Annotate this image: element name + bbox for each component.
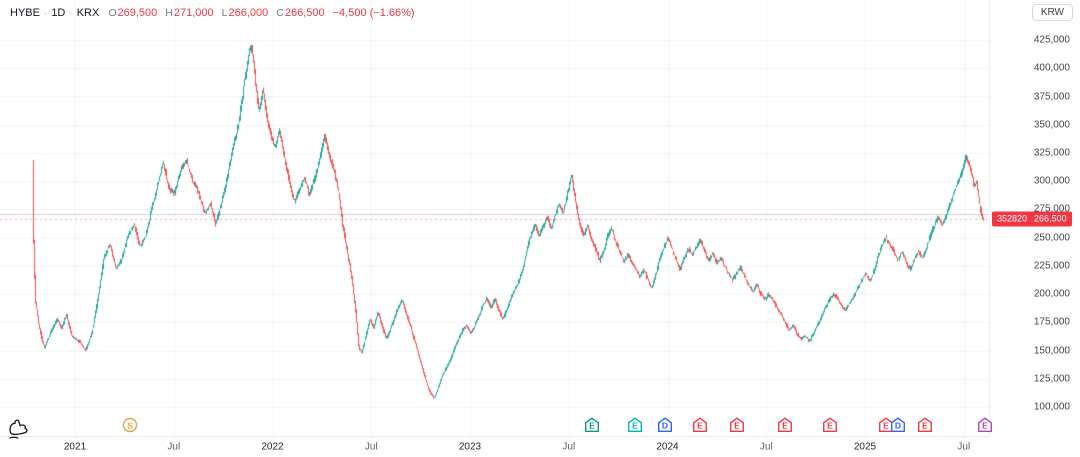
price-label-225000: 225,000	[1033, 260, 1070, 272]
price-label-125000: 125,000	[1033, 373, 1070, 385]
svg-text:S: S	[127, 420, 133, 430]
last-price-badge: 352820 266,500	[992, 211, 1072, 227]
high-value: H 271,000	[165, 7, 214, 19]
svg-text:E: E	[922, 420, 928, 430]
last-price-label: 266,500	[1034, 213, 1067, 224]
time-label-2024: 2024	[656, 441, 679, 453]
exchange-label: KRX	[76, 7, 100, 19]
price-label-175000: 175,000	[1033, 316, 1070, 328]
price-label-150000: 150,000	[1033, 345, 1070, 356]
svg-text:E: E	[697, 420, 703, 430]
earnings-marker[interactable]: E	[584, 417, 600, 433]
timeframe-label[interactable]: 1D	[51, 7, 66, 19]
time-axis[interactable]: 2021 Jul 2022 Jul 2023 Jul 2024 Jul 2025 Jul	[0, 436, 1080, 457]
currency-toggle[interactable]: KRW	[1031, 4, 1073, 21]
low-value: L 266,000	[221, 7, 269, 19]
legend-separator: ·	[69, 8, 73, 19]
svg-text:E: E	[589, 420, 595, 430]
earnings-marker[interactable]: E	[917, 417, 933, 433]
time-label-jul: Jul	[167, 441, 181, 453]
svg-text:E: E	[827, 420, 833, 430]
price-label-400000: 400,000	[1033, 62, 1070, 74]
time-label-jul: Jul	[957, 441, 971, 453]
svg-text:E: E	[734, 420, 740, 430]
symbol-title[interactable]: HYBE · 1D · KRX	[10, 7, 99, 19]
price-label-425000: 425,000	[1033, 34, 1070, 46]
time-label-jul: Jul	[562, 441, 576, 453]
svg-text:D: D	[662, 420, 668, 430]
price-label-250000: 250,000	[1033, 232, 1070, 244]
time-label-jul: Jul	[759, 441, 773, 453]
price-label-350000: 350,000	[1033, 119, 1070, 131]
earnings-marker[interactable]: E	[729, 417, 745, 433]
dividend-marker[interactable]: D	[890, 417, 906, 433]
change-value: −4,500 (−1.66%)	[332, 7, 415, 19]
earnings-marker[interactable]: E	[692, 417, 708, 433]
price-scale[interactable]: KRW 352820 266,500 425,000 400,000 375,000…	[989, 0, 1080, 437]
earnings-marker[interactable]: E	[878, 417, 894, 433]
symbol-name: HYBE	[10, 7, 40, 19]
svg-text:E: E	[782, 420, 788, 430]
price-label-300000: 300,000	[1033, 175, 1070, 187]
svg-text:E: E	[883, 420, 889, 430]
earnings-marker[interactable]: E	[822, 417, 838, 433]
price-label-100000: 100,000	[1033, 401, 1070, 413]
time-label-jul: Jul	[364, 441, 378, 453]
chart-plot-area[interactable]: HYBE · 1D · KRX O 269,500 H 271,000 L 266,0…	[0, 0, 993, 437]
dividend-marker[interactable]: D	[657, 417, 673, 433]
split-marker[interactable]: S	[122, 417, 138, 433]
price-label-275000: 275,000	[1033, 203, 1070, 215]
ohlc-values: O 269,500 H 271,000 L 266,000 C 266,500 −4,5…	[108, 7, 414, 19]
earnings-marker[interactable]: E	[777, 417, 793, 433]
hand-doodle-icon[interactable]	[6, 414, 33, 443]
price-label-375000: 375,000	[1033, 91, 1070, 102]
symbol-code-label: 352820	[997, 213, 1028, 224]
svg-text:E: E	[982, 420, 988, 430]
time-label-2022: 2022	[261, 441, 284, 453]
price-chart-canvas[interactable]	[0, 0, 990, 437]
svg-text:E: E	[632, 420, 638, 430]
earnings-upcoming-marker[interactable]: E	[977, 417, 993, 433]
symbol-legend: HYBE · 1D · KRX O 269,500 H 271,000 L 266,0…	[10, 7, 415, 19]
earnings-marker[interactable]: E	[627, 417, 643, 433]
time-label-2025: 2025	[853, 441, 877, 453]
svg-text:D: D	[895, 420, 901, 430]
price-label-325000: 325,000	[1033, 147, 1070, 159]
price-label-200000: 200,000	[1033, 288, 1070, 300]
time-label-2023: 2023	[458, 441, 482, 453]
close-value: C 266,500	[276, 7, 325, 19]
open-value: O 269,500	[108, 7, 158, 19]
time-label-2021: 2021	[63, 441, 87, 453]
legend-separator: ·	[43, 8, 48, 19]
